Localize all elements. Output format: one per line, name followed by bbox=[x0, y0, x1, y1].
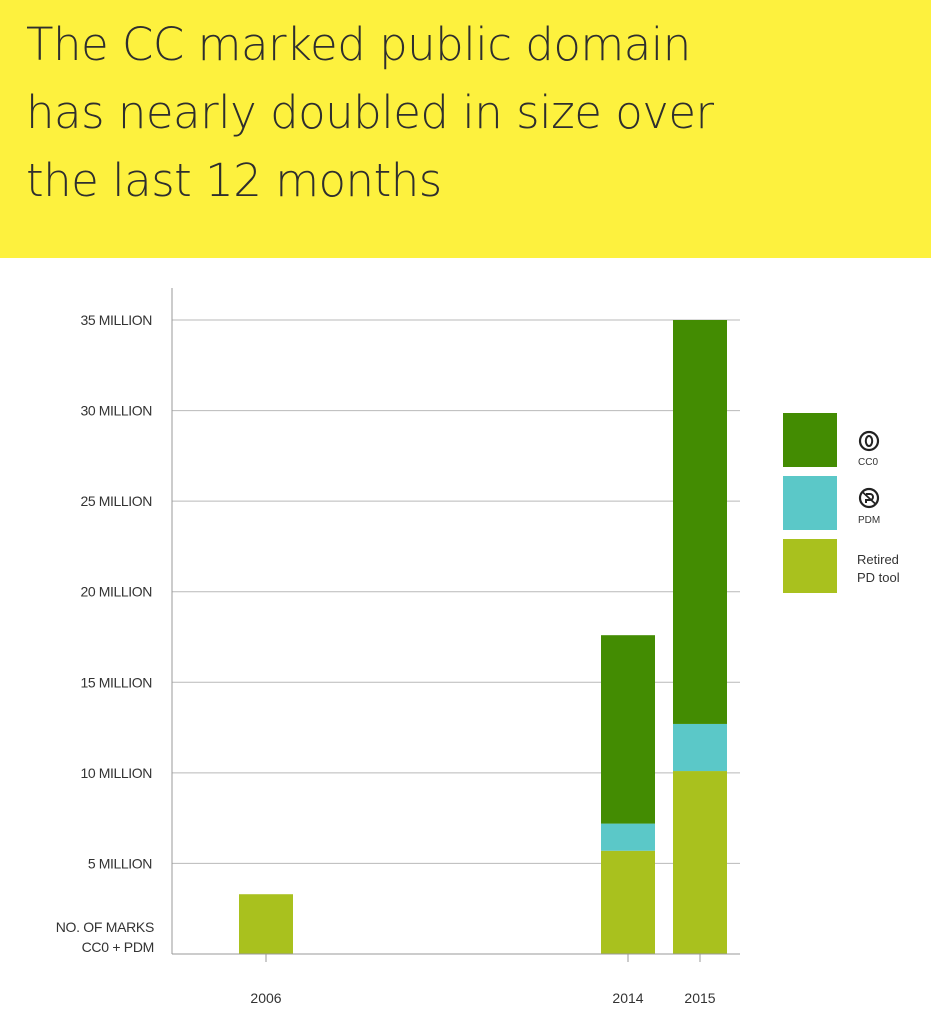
x-tick-label: 2015 bbox=[684, 990, 715, 1006]
y-axis-label: NO. OF MARKS bbox=[56, 919, 154, 935]
legend bbox=[783, 413, 837, 593]
title-line-3: the last 12 months bbox=[26, 154, 442, 207]
y-axis-label: CC0 + PDM bbox=[82, 939, 154, 955]
y-tick-label: 15 MILLION bbox=[81, 674, 152, 690]
title-banner: The CC marked public domain has nearly d… bbox=[0, 0, 931, 258]
axes bbox=[171, 288, 740, 962]
y-tick-label: 20 MILLION bbox=[81, 584, 152, 600]
legend-label-retired-line-2: PD tool bbox=[857, 570, 900, 585]
title-line-1: The CC marked public domain bbox=[26, 18, 691, 71]
bars bbox=[239, 320, 727, 954]
gridlines bbox=[172, 319, 740, 864]
legend-swatch-retired-pd-tool bbox=[783, 539, 837, 593]
title-line-2: has nearly doubled in size over bbox=[26, 86, 714, 139]
bar-2014-pdm bbox=[601, 823, 655, 851]
y-tick-label: 25 MILLION bbox=[81, 493, 152, 509]
axis-labels: 35 MILLION 30 MILLION 25 MILLION 20 MILLION… bbox=[56, 312, 716, 1006]
bar-2014-cc0 bbox=[601, 635, 655, 824]
public-domain-mark-icon bbox=[858, 487, 880, 509]
chart-area: 35 MILLION 30 MILLION 25 MILLION 20 MILLION… bbox=[56, 288, 837, 1006]
x-tick-label: 2006 bbox=[250, 990, 281, 1006]
y-tick-label: 10 MILLION bbox=[81, 765, 152, 781]
legend-label-pdm: PDM bbox=[858, 515, 881, 526]
legend-swatch-pdm bbox=[783, 476, 837, 530]
bar-2015-cc0 bbox=[673, 320, 727, 724]
legend-label-retired-line-1: Retired bbox=[857, 552, 899, 567]
x-tick-label: 2014 bbox=[612, 990, 643, 1006]
bar-2015-pdm bbox=[673, 723, 727, 772]
cc-zero-icon bbox=[858, 430, 880, 452]
bar-2014-retired-pd-tool bbox=[601, 850, 655, 954]
bar-2006-retired-pd-tool bbox=[239, 894, 293, 954]
y-tick-label: 30 MILLION bbox=[81, 403, 152, 419]
legend-label-cc0: CC0 bbox=[858, 457, 879, 468]
legend-swatch-cc0 bbox=[783, 413, 837, 467]
y-tick-label: 5 MILLION bbox=[88, 855, 152, 871]
y-tick-label: 35 MILLION bbox=[81, 312, 152, 328]
bar-2015-retired-pd-tool bbox=[673, 771, 727, 954]
